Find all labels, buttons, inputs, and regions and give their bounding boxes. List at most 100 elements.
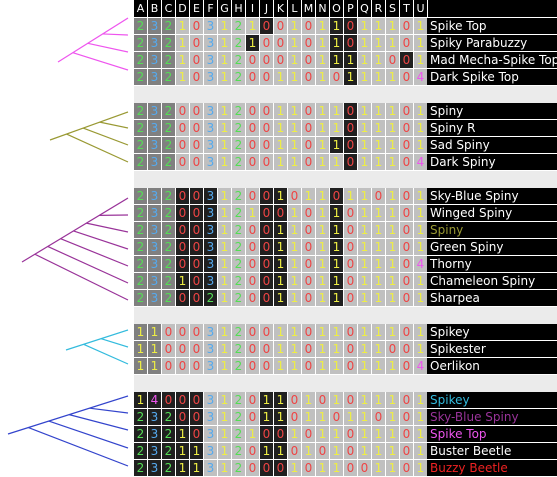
- matrix-cell: 1: [218, 35, 231, 51]
- matrix-cell: 1: [316, 69, 329, 85]
- species-name: Sky-Blue Spiny: [427, 409, 557, 425]
- matrix-cell: 0: [246, 443, 259, 459]
- matrix-cell: 0: [302, 358, 315, 374]
- matrix-cell: 1: [218, 392, 231, 408]
- matrix-cell: 0: [274, 35, 287, 51]
- matrix-cell: 0: [344, 273, 357, 289]
- matrix-cell: 0: [386, 341, 399, 357]
- cladogram-branch: [49, 111, 129, 141]
- matrix-cell: 1: [288, 341, 301, 357]
- matrix-cell: 0: [246, 273, 259, 289]
- matrix-cell: 0: [344, 222, 357, 238]
- matrix-cell: 0: [246, 137, 259, 153]
- matrix-cell: 1: [274, 103, 287, 119]
- matrix-cell: 1: [260, 392, 273, 408]
- species-name: Buster Beetle: [427, 443, 557, 459]
- matrix-cell: 0: [344, 392, 357, 408]
- matrix-cell: 1: [288, 69, 301, 85]
- matrix-cell: 1: [274, 120, 287, 136]
- cladogram-branch: [57, 17, 129, 63]
- matrix-cell: 1: [330, 239, 343, 255]
- matrix-cell: 0: [260, 239, 273, 255]
- matrix-cell: 1: [358, 52, 371, 68]
- matrix-cell: 1: [414, 409, 427, 425]
- matrix-cell: 0: [246, 392, 259, 408]
- matrix-cell: 0: [400, 460, 413, 476]
- matrix-cell: 1: [302, 392, 315, 408]
- matrix-cell: 2: [232, 324, 245, 340]
- species-name: Green Spiny: [427, 239, 557, 255]
- matrix-cell: 1: [274, 409, 287, 425]
- matrix-cell: 0: [344, 120, 357, 136]
- matrix-cell: 0: [176, 103, 189, 119]
- matrix-cell: 1: [176, 426, 189, 442]
- matrix-cell: 0: [302, 290, 315, 306]
- matrix-cell: 0: [176, 154, 189, 170]
- matrix-cell: 2: [134, 137, 147, 153]
- matrix-cell: 1: [386, 137, 399, 153]
- matrix-cell: 0: [302, 103, 315, 119]
- matrix-cell: 1: [176, 273, 189, 289]
- matrix-cell: 2: [162, 69, 175, 85]
- matrix-cell: 1: [358, 409, 371, 425]
- matrix-cell: 1: [288, 358, 301, 374]
- column-header: F: [204, 0, 217, 17]
- matrix-cell: 1: [414, 103, 427, 119]
- matrix-cell: 1: [316, 239, 329, 255]
- matrix-cell: 1: [176, 69, 189, 85]
- matrix-cell: 0: [246, 69, 259, 85]
- species-name: Sharpea: [427, 290, 557, 306]
- matrix-cell: 0: [400, 205, 413, 221]
- matrix-cell: 3: [204, 273, 217, 289]
- matrix-cell: 1: [414, 324, 427, 340]
- matrix-cell: 0: [344, 18, 357, 34]
- matrix-cell: 1: [218, 222, 231, 238]
- matrix-cell: 1: [372, 443, 385, 459]
- matrix-cell: 1: [358, 222, 371, 238]
- cladogram-branch: [102, 33, 129, 36]
- matrix-cell: 1: [274, 137, 287, 153]
- matrix-cell: 3: [204, 18, 217, 34]
- matrix-cell: 0: [190, 120, 203, 136]
- matrix-cell: 1: [288, 290, 301, 306]
- matrix-cell: 1: [330, 52, 343, 68]
- matrix-cell: 1: [372, 120, 385, 136]
- matrix-cell: 0: [246, 409, 259, 425]
- matrix-cell: 1: [288, 103, 301, 119]
- cladogram-branch: [89, 407, 129, 414]
- matrix-cell: 2: [162, 154, 175, 170]
- matrix-cell: 0: [302, 120, 315, 136]
- matrix-cell: 2: [162, 103, 175, 119]
- cladogram-branch: [7, 395, 129, 435]
- matrix-cell: 1: [372, 256, 385, 272]
- matrix-cell: 1: [316, 256, 329, 272]
- matrix-cell: 0: [176, 324, 189, 340]
- matrix-cell: 1: [218, 52, 231, 68]
- matrix-cell: 1: [358, 290, 371, 306]
- matrix-cell: 1: [330, 392, 343, 408]
- matrix-cell: 2: [232, 290, 245, 306]
- matrix-cell: 0: [302, 154, 315, 170]
- cladogram-branch: [72, 52, 129, 71]
- matrix-cell: 3: [148, 443, 161, 459]
- matrix-cell: 0: [176, 290, 189, 306]
- matrix-cell: 1: [274, 188, 287, 204]
- matrix-cell: 0: [176, 205, 189, 221]
- matrix-cell: 2: [134, 69, 147, 85]
- matrix-cell: 1: [274, 443, 287, 459]
- matrix-cell: 3: [148, 290, 161, 306]
- matrix-cell: 2: [134, 222, 147, 238]
- matrix-cell: 1: [372, 154, 385, 170]
- matrix-cell: 0: [260, 52, 273, 68]
- matrix-cell: 1: [316, 273, 329, 289]
- matrix-cell: 1: [358, 239, 371, 255]
- matrix-cell: 0: [162, 358, 175, 374]
- species-name: Thorny: [427, 256, 557, 272]
- matrix-cell: 0: [344, 239, 357, 255]
- species-name: Sky-Blue Spiny: [427, 188, 557, 204]
- matrix-cell: 0: [176, 358, 189, 374]
- matrix-cell: 3: [148, 18, 161, 34]
- matrix-cell: 2: [232, 426, 245, 442]
- matrix-cell: 1: [358, 426, 371, 442]
- matrix-cell: 0: [190, 324, 203, 340]
